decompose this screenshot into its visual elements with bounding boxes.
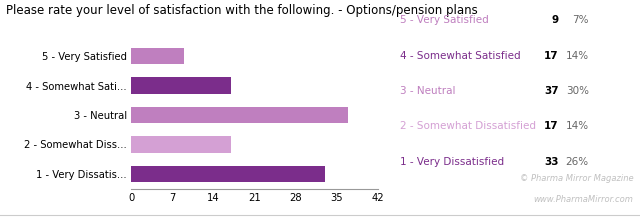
Text: www.PharmaMirror.com: www.PharmaMirror.com (534, 195, 634, 204)
Bar (131, 107, 348, 123)
Text: 37: 37 (544, 86, 559, 96)
Text: 17: 17 (544, 121, 559, 131)
Bar (131, 77, 231, 94)
Text: 14%: 14% (566, 121, 589, 131)
Text: 17: 17 (544, 51, 559, 61)
Text: © Pharma Mirror Magazine: © Pharma Mirror Magazine (520, 174, 634, 182)
Text: 3 - Neutral: 3 - Neutral (400, 86, 456, 96)
Text: 26%: 26% (566, 157, 589, 167)
Bar (131, 136, 231, 153)
Text: 2 - Somewhat Dissatisfied: 2 - Somewhat Dissatisfied (400, 121, 536, 131)
Text: 1 - Very Dissatisfied: 1 - Very Dissatisfied (400, 157, 504, 167)
Text: Please rate your level of satisfaction with the following. - Options/pension pla: Please rate your level of satisfaction w… (6, 4, 478, 17)
Text: 30%: 30% (566, 86, 589, 96)
Text: 5 - Very Satisfied: 5 - Very Satisfied (400, 15, 489, 25)
Text: 7%: 7% (572, 15, 589, 25)
Bar (131, 166, 324, 182)
Text: 14%: 14% (566, 51, 589, 61)
Text: 33: 33 (544, 157, 559, 167)
Bar (131, 48, 184, 64)
Text: 9: 9 (552, 15, 559, 25)
Text: 4 - Somewhat Satisfied: 4 - Somewhat Satisfied (400, 51, 520, 61)
